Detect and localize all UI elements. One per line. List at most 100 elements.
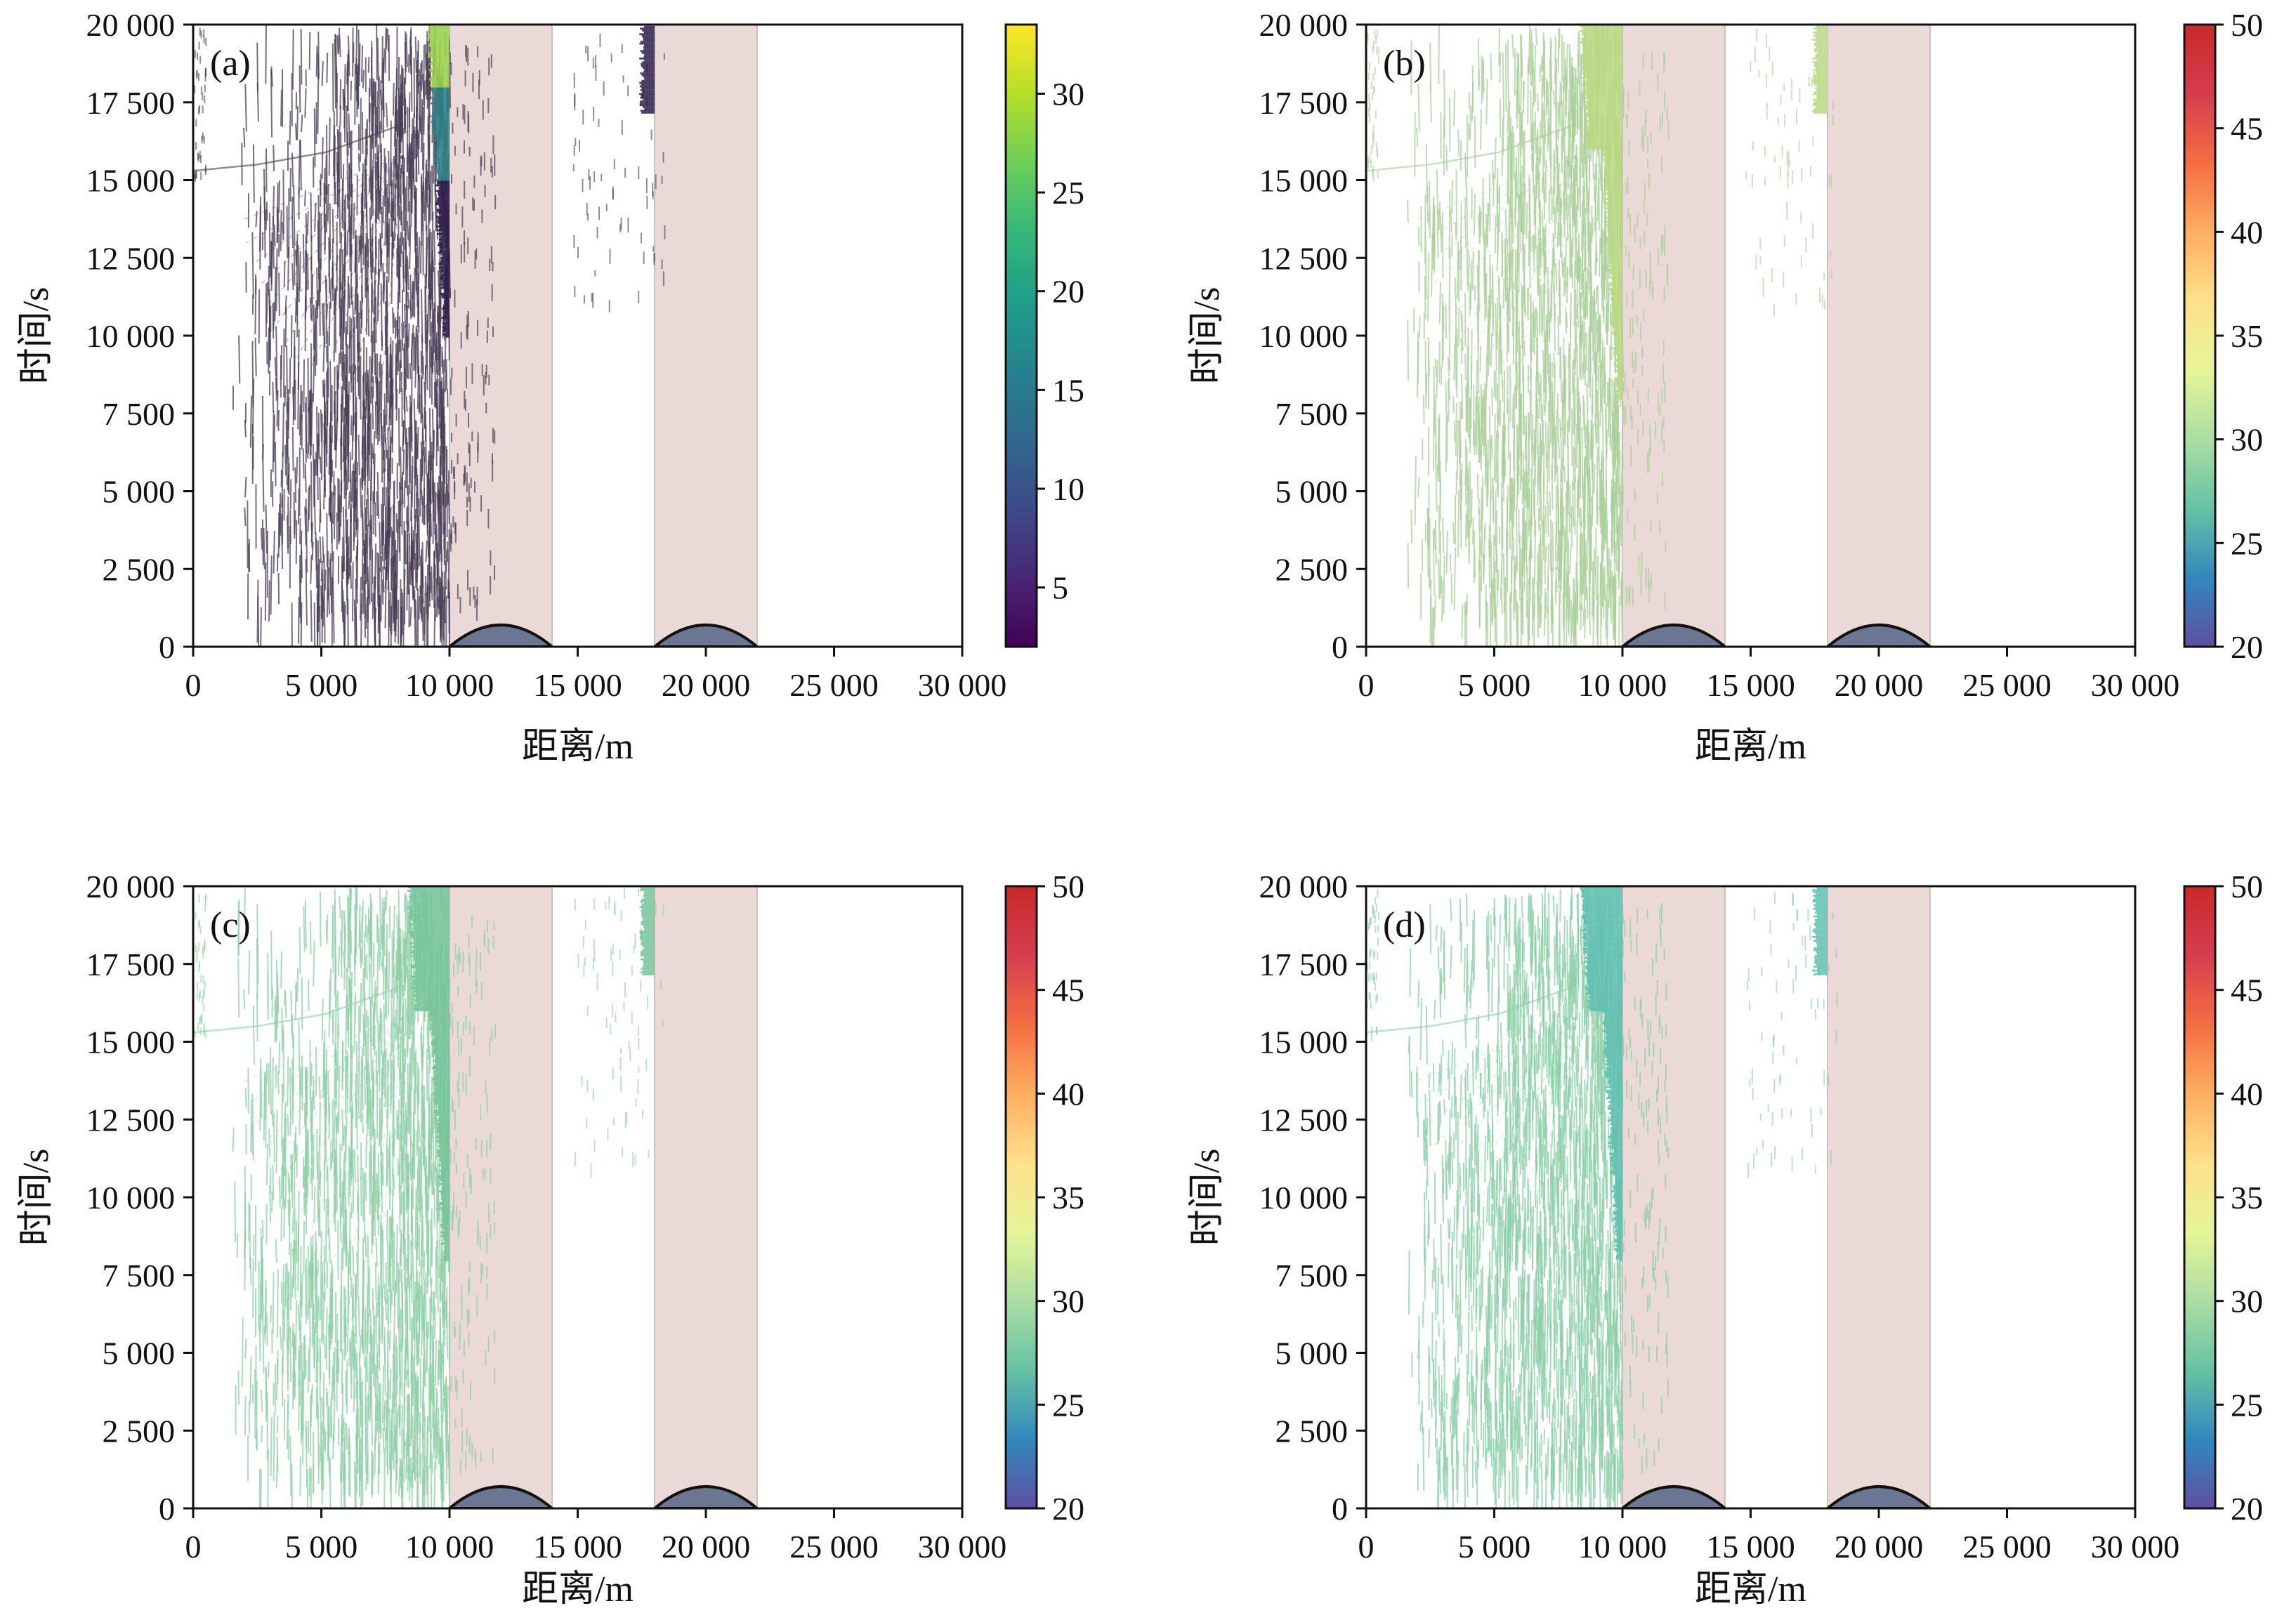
front-cell <box>1607 237 1622 239</box>
front-cell <box>433 93 450 96</box>
data-streak <box>350 415 353 436</box>
data-streak <box>1618 560 1620 590</box>
front-cell <box>1608 250 1622 253</box>
front-cell <box>1603 179 1622 182</box>
data-streak <box>1464 354 1467 381</box>
data-streak <box>361 549 364 591</box>
front-cell <box>434 107 450 110</box>
data-streak <box>1570 238 1573 279</box>
data-streak <box>1595 143 1598 194</box>
data-streak <box>362 163 365 223</box>
colorbar <box>2183 23 2217 648</box>
data-streak <box>371 223 374 246</box>
front-cell <box>1613 317 1622 320</box>
front-cell <box>431 48 450 51</box>
data-streak <box>357 1229 360 1298</box>
data-streak <box>1549 491 1552 516</box>
data-streak <box>1511 477 1514 504</box>
data-streak <box>1532 121 1535 171</box>
data-streak <box>312 355 315 402</box>
data-streak <box>351 470 353 502</box>
data-streak <box>367 284 370 337</box>
front-cell <box>1604 202 1622 204</box>
data-streak <box>1544 251 1547 276</box>
front-cell <box>437 197 450 200</box>
data-streak <box>1530 89 1533 143</box>
data-streak <box>1583 402 1586 442</box>
data-streak <box>1438 25 1440 84</box>
data-streak <box>244 888 247 918</box>
data-streak <box>1563 198 1566 237</box>
data-streak <box>416 40 419 88</box>
data-streak <box>353 203 355 239</box>
data-streak <box>1524 470 1526 502</box>
data-streak <box>365 1171 367 1201</box>
data-streak <box>1588 533 1591 591</box>
front-cell <box>1582 52 1622 55</box>
data-streak <box>1523 287 1526 305</box>
data-streak <box>265 1090 267 1148</box>
data-streak <box>310 590 313 642</box>
front-cell <box>1615 336 1622 338</box>
front-cell <box>1813 68 1828 71</box>
data-streak <box>1506 239 1509 279</box>
data-streak <box>1574 598 1577 647</box>
front-cell <box>437 220 450 222</box>
front-cell <box>641 112 655 114</box>
data-streak <box>1455 402 1457 457</box>
data-streak <box>349 452 352 482</box>
data-streak <box>1544 223 1547 246</box>
data-streak <box>411 334 414 350</box>
data-streak <box>293 246 296 286</box>
front-cell <box>1611 267 1622 270</box>
front-cell <box>1586 86 1622 88</box>
x-tick-label: 0 <box>1358 667 1375 703</box>
data-streak <box>1490 540 1493 605</box>
data-streak <box>1613 544 1616 562</box>
data-streak <box>374 1179 377 1213</box>
data-streak <box>260 528 263 550</box>
data-streak <box>350 80 353 101</box>
data-streak <box>339 249 341 309</box>
front-cell <box>431 87 450 90</box>
data-streak <box>1526 566 1528 618</box>
front-cell <box>1604 176 1622 178</box>
front-cell <box>1613 315 1622 318</box>
front-cell <box>1816 106 1828 108</box>
data-ray <box>321 154 405 385</box>
data-streak <box>1455 334 1457 390</box>
front-cell <box>1604 187 1622 189</box>
front-cell <box>1814 84 1828 86</box>
front-cell <box>1610 304 1622 307</box>
data-streak <box>1497 461 1499 491</box>
colorbar-tick-label: 15 <box>1052 372 1084 408</box>
front-cell <box>1611 252 1622 255</box>
data-streak <box>1514 172 1516 188</box>
front-cell <box>1619 392 1622 395</box>
data-streak <box>380 283 383 351</box>
front-cell <box>1607 254 1622 256</box>
data-streak <box>1537 553 1540 619</box>
front-cell <box>1613 330 1622 333</box>
data-streak <box>332 581 335 644</box>
data-streak <box>1584 280 1587 317</box>
data-streak <box>1549 125 1551 160</box>
data-streak <box>1491 388 1494 416</box>
data-streak <box>1546 453 1549 503</box>
data-streak <box>347 536 350 584</box>
data-streak <box>388 952 391 1015</box>
front-cell <box>428 68 450 71</box>
front-cell <box>1615 334 1622 336</box>
data-streak <box>361 940 364 965</box>
colorbar-tick-label: 30 <box>1052 76 1084 112</box>
data-streak <box>1478 508 1481 573</box>
data-streak <box>1466 492 1469 535</box>
data-streak <box>1530 468 1533 527</box>
front-cell <box>1815 87 1828 90</box>
data-streak <box>276 1269 279 1338</box>
data-streak <box>431 165 433 220</box>
front-cell <box>1608 276 1622 279</box>
data-streak <box>393 1291 396 1352</box>
data-streak <box>277 572 280 605</box>
data-streak <box>1573 447 1575 490</box>
